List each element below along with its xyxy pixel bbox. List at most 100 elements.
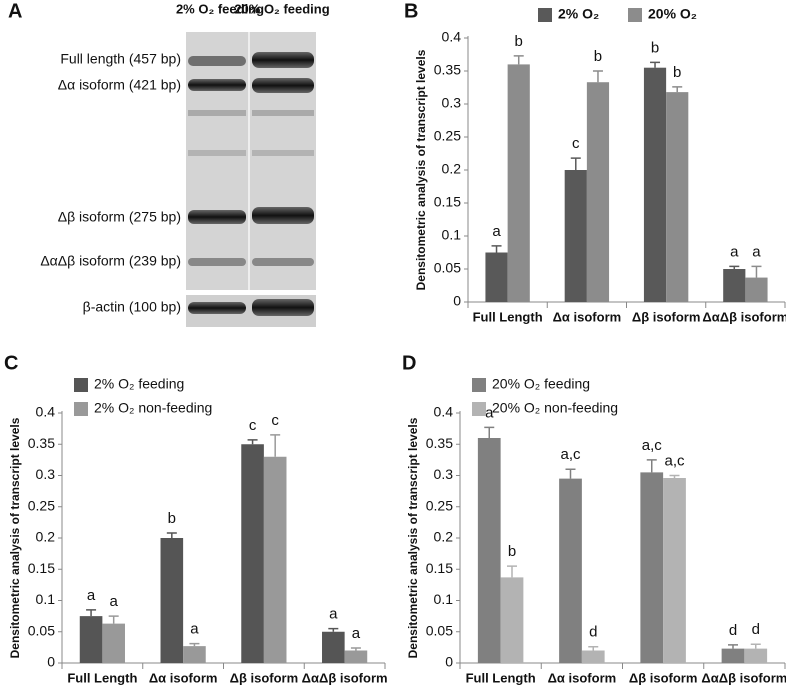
band-label: Full length (457 bp)	[60, 51, 181, 67]
panel-letter: B	[404, 0, 418, 22]
legend-label: 2% O₂ non-feeding	[94, 400, 212, 416]
legend-swatch	[472, 402, 486, 416]
x-tick-label: Δα isoform	[548, 670, 617, 685]
bar	[507, 64, 530, 303]
y-tick-label: 0.4	[442, 29, 462, 45]
x-tick-label: ΔαΔβ isoform	[302, 670, 388, 685]
x-tick-label: Δβ isoform	[629, 670, 698, 685]
significance-label: a	[87, 587, 96, 604]
significance-label: a	[110, 593, 119, 610]
bar	[485, 252, 508, 302]
bar	[744, 648, 768, 663]
error-bar	[729, 265, 740, 269]
x-tick-label: Δα isoform	[553, 309, 622, 324]
legend-label: 20% O₂ feeding	[492, 376, 590, 392]
error-bar	[592, 70, 603, 83]
error-bar	[565, 468, 576, 479]
y-tick-label: 0.1	[434, 591, 454, 607]
bar	[183, 646, 206, 663]
y-tick-label: 0.35	[434, 62, 461, 78]
bar	[745, 277, 768, 302]
legend-label: 2% O₂	[558, 6, 599, 22]
significance-label: d	[752, 621, 760, 638]
error-bar	[270, 434, 281, 457]
bar	[79, 616, 103, 663]
legend-swatch	[472, 378, 486, 392]
x-tick-label: Full Length	[466, 670, 536, 685]
error-bar	[86, 609, 97, 617]
significance-label: b	[168, 510, 176, 527]
y-tick-label: 0.2	[442, 161, 462, 177]
error-bar	[507, 565, 517, 578]
y-tick-label: 0.1	[36, 591, 56, 607]
y-axis-label: Densitometric analysis of transcript lev…	[406, 417, 420, 658]
x-tick-label: Full Length	[67, 670, 137, 685]
significance-label: a	[329, 606, 338, 623]
y-tick-label: 0.25	[28, 497, 55, 513]
x-tick-label: ΔαΔβ isoform	[702, 309, 786, 324]
y-tick-label: 0.05	[28, 622, 55, 638]
y-tick-label: 0.4	[36, 404, 56, 420]
bar	[160, 538, 184, 663]
y-tick-label: 0.3	[442, 95, 462, 111]
significance-label: a,c	[642, 437, 663, 454]
bar	[322, 631, 345, 663]
significance-label: b	[651, 39, 659, 56]
error-bar	[751, 265, 762, 278]
bar	[586, 82, 610, 302]
panel-letter: A	[8, 0, 22, 22]
band-label: ΔαΔβ isoform (239 bp)	[40, 253, 181, 269]
band-label: β-actin (100 bp)	[83, 299, 181, 315]
bar	[344, 650, 368, 663]
x-tick-label: Δβ isoform	[632, 309, 701, 324]
panel-letter: C	[4, 352, 18, 374]
error-bar	[650, 61, 661, 68]
error-bar	[491, 245, 502, 253]
error-bar	[350, 647, 361, 651]
significance-label: a	[492, 223, 501, 240]
error-bar	[570, 157, 581, 170]
gel-image	[186, 32, 316, 327]
error-bar	[588, 646, 599, 651]
error-bar	[189, 642, 200, 647]
band-label: Δβ isoform (275 bp)	[58, 209, 181, 225]
y-tick-label: 0.35	[28, 435, 55, 451]
y-tick-label: 0.25	[434, 128, 461, 144]
error-bar	[513, 55, 524, 65]
error-bar	[247, 439, 258, 445]
panel-letter: D	[402, 352, 416, 374]
y-tick-label: 0.25	[426, 497, 453, 513]
bar	[643, 67, 667, 302]
x-tick-label: Full Length	[473, 309, 543, 324]
error-bar	[646, 459, 657, 473]
bar	[500, 577, 524, 663]
y-tick-label: 0	[453, 293, 461, 309]
bar	[640, 472, 664, 663]
significance-label: b	[508, 543, 516, 560]
significance-label: a	[730, 243, 739, 260]
legend-label: 2% O₂ feeding	[94, 376, 184, 392]
significance-label: b	[515, 33, 523, 50]
error-bar	[166, 532, 177, 538]
y-tick-label: 0	[47, 654, 55, 670]
significance-label: a	[752, 243, 761, 260]
significance-label: a	[190, 621, 199, 638]
legend-swatch	[538, 8, 552, 22]
significance-label: a	[352, 625, 361, 642]
bar	[581, 650, 605, 663]
bar	[721, 648, 745, 663]
y-axis-label: Densitometric analysis of transcript lev…	[8, 417, 22, 658]
significance-label: b	[673, 64, 681, 81]
significance-label: a,c	[560, 446, 581, 463]
significance-label: b	[594, 48, 602, 65]
x-tick-label: Δα isoform	[149, 670, 218, 685]
significance-label: d	[589, 624, 597, 641]
legend-swatch	[74, 378, 88, 392]
significance-label: a,c	[664, 452, 685, 469]
legend-label: 20% O₂ non-feeding	[492, 400, 618, 416]
significance-label: c	[249, 417, 257, 434]
bar	[666, 92, 689, 303]
bar	[477, 438, 501, 663]
y-axis-label: Densitometric analysis of transcript lev…	[414, 49, 428, 290]
y-tick-label: 0.05	[434, 260, 461, 276]
